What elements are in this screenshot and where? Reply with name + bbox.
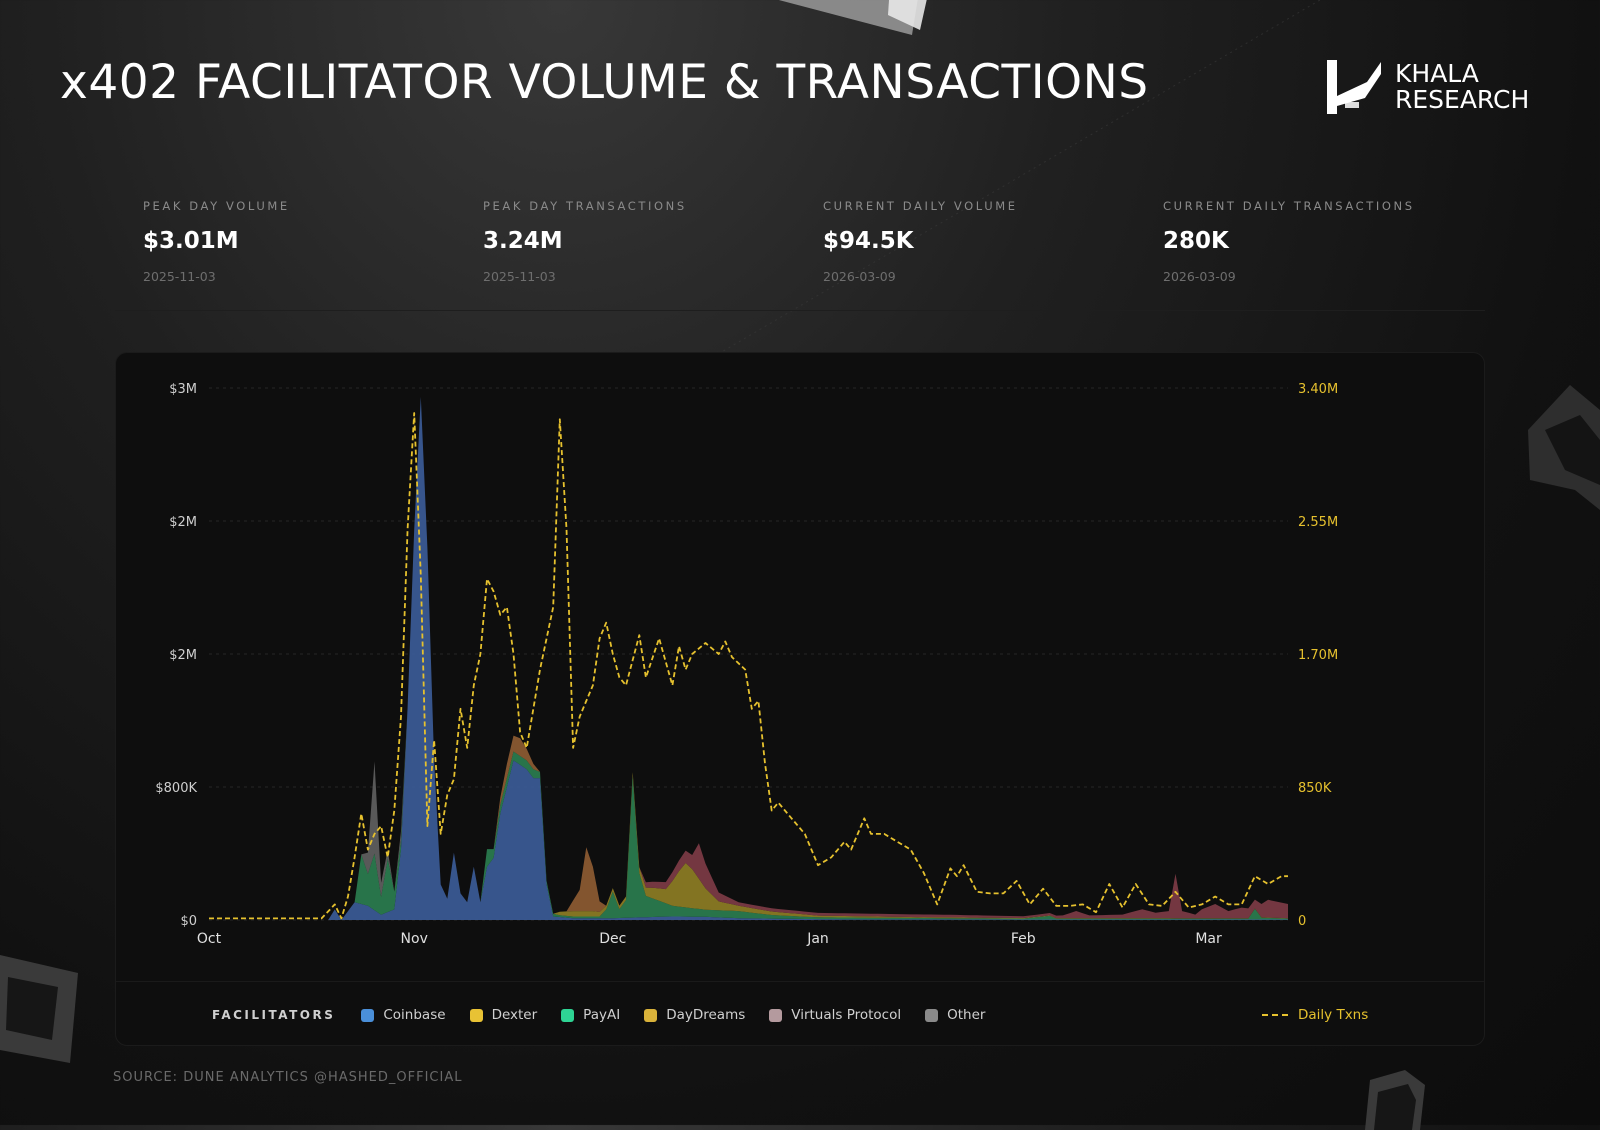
- stat-label: CURRENT DAILY VOLUME: [823, 199, 1018, 213]
- x-tick-label: Mar: [1195, 931, 1222, 947]
- brand-name-line2: RESEARCH: [1395, 85, 1530, 114]
- y-left-tick-label: $2M: [169, 648, 197, 663]
- stat-label: PEAK DAY TRANSACTIONS: [483, 199, 687, 213]
- legend-label: PayAI: [583, 1007, 621, 1023]
- decorative-cube-bottom: [1365, 1070, 1425, 1130]
- chart-card: $0 $800K $2M $2M $3M 0 850K 1.70M 2.55M 3.40M Oct N…: [115, 352, 1485, 1046]
- volume-txn-chart: $0 $800K $2M $2M $3M 0 850K 1.70M 2.55M 3.40M Oct N…: [155, 382, 1338, 947]
- legend-swatch: [361, 1008, 375, 1022]
- x-tick-label: Jan: [806, 931, 829, 947]
- legend-label: DayDreams: [666, 1007, 746, 1023]
- stat-date: 2026-03-09: [823, 269, 896, 284]
- stat-date: 2026-03-09: [1163, 269, 1236, 284]
- x-tick-label: Oct: [197, 931, 222, 947]
- legend-divider: [116, 981, 1484, 982]
- legend-item-daydreams[interactable]: DayDreams: [644, 1007, 745, 1023]
- legend-label: Virtuals Protocol: [791, 1007, 902, 1023]
- y-left-tick-label: $3M: [169, 382, 197, 397]
- khala-logo-icon: [1327, 60, 1381, 114]
- line-series-daily-txns: [209, 412, 1288, 920]
- stat-label: CURRENT DAILY TRANSACTIONS: [1163, 199, 1415, 213]
- stat-value: $94.5K: [823, 228, 914, 254]
- legend-item-daily-txns[interactable]: Daily Txns: [1262, 1003, 1368, 1027]
- brand-name-line1: KHALA: [1395, 59, 1479, 88]
- legend-swatch: [769, 1008, 783, 1022]
- legend-swatch: [925, 1008, 939, 1022]
- y-right-tick-label: 0: [1298, 914, 1306, 929]
- legend-swatch: [561, 1008, 575, 1022]
- y-right-tick-label: 3.40M: [1298, 382, 1338, 397]
- decorative-cube-right: [1528, 385, 1600, 510]
- x-tick-label: Dec: [599, 931, 626, 947]
- stat-label: PEAK DAY VOLUME: [143, 199, 290, 213]
- y-right-tick-label: 2.55M: [1298, 515, 1338, 530]
- legend-label: Dexter: [491, 1007, 538, 1023]
- y-left-tick-label: $800K: [155, 781, 197, 796]
- stats-row: PEAK DAY VOLUME $3.01M 2025-11-03 PEAK D…: [115, 180, 1485, 311]
- source-note: SOURCE: DUNE ANALYTICS @HASHED_OFFICIAL: [113, 1070, 463, 1085]
- legend-swatch: [644, 1008, 658, 1022]
- decorative-cube-left: [0, 955, 78, 1063]
- legend-label: Other: [947, 1007, 986, 1023]
- area-series-coinbase: [209, 396, 1288, 920]
- x-tick-label: Feb: [1011, 931, 1036, 947]
- legend-title: FACILITATORS: [212, 1008, 336, 1022]
- stat-date: 2025-11-03: [483, 269, 556, 284]
- y-right-tick-label: 1.70M: [1298, 648, 1338, 663]
- legend-label: Daily Txns: [1298, 1007, 1369, 1023]
- legend-item-payai[interactable]: PayAI: [561, 1007, 620, 1023]
- x-tick-label: Nov: [401, 931, 428, 947]
- legend-item-virtuals-protocol[interactable]: Virtuals Protocol: [769, 1007, 901, 1023]
- y-right-tick-label: 850K: [1298, 781, 1332, 796]
- legend-label: Coinbase: [383, 1007, 446, 1023]
- stat-value: 280K: [1163, 228, 1229, 254]
- page-title: x402 FACILITATOR VOLUME & TRANSACTIONS: [60, 55, 1149, 110]
- legend-item-other[interactable]: Other: [925, 1007, 985, 1023]
- brand-logo: KHALA RESEARCH: [1325, 58, 1529, 116]
- y-left-tick-label: $2M: [169, 515, 197, 530]
- legend-item-dexter[interactable]: Dexter: [469, 1007, 538, 1023]
- chart-legend: FACILITATORS Coinbase Dexter PayAI DayDr…: [212, 1003, 1009, 1027]
- decorative-cube-top: [778, 0, 927, 35]
- legend-swatch: [469, 1008, 483, 1022]
- dashed-line-icon: [1262, 1014, 1288, 1016]
- legend-item-coinbase[interactable]: Coinbase: [361, 1007, 446, 1023]
- y-left-tick-label: $0: [180, 914, 197, 929]
- stat-date: 2025-11-03: [143, 269, 216, 284]
- stat-value: $3.01M: [143, 228, 239, 254]
- stat-value: 3.24M: [483, 228, 563, 254]
